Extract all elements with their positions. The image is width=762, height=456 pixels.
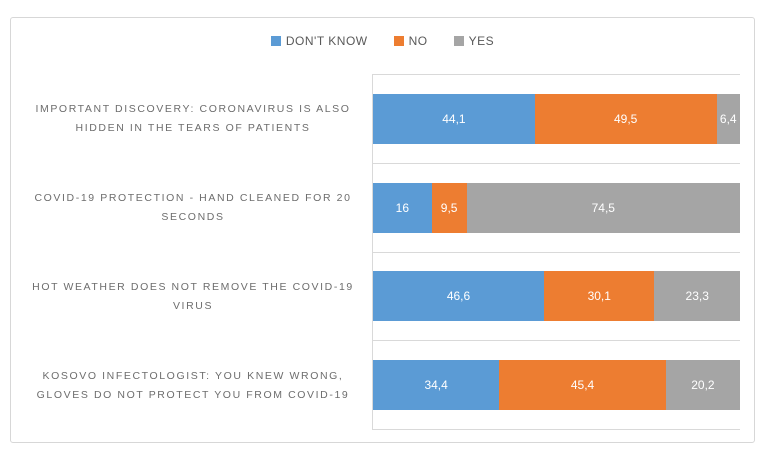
bar-segment[interactable]: 30,1 <box>544 271 655 322</box>
bar-segment[interactable]: 16 <box>373 182 432 233</box>
legend-label: NO <box>408 34 428 48</box>
bar-segment[interactable]: 49,5 <box>534 93 717 144</box>
chart-frame: DON'T KNOW NO YES IMPORTANT DISCOVERY: COR… <box>10 17 755 443</box>
bar-value-label: 44,1 <box>442 111 466 126</box>
category-label: IMPORTANT DISCOVERY: CORONAVIRUS IS ALSO… <box>35 102 351 134</box>
legend-swatch-icon <box>453 36 464 46</box>
bar-value-label: 30,1 <box>587 289 611 304</box>
bar-stack: 46,6 30,1 23,3 <box>373 271 740 322</box>
bar-row: 34,4 45,4 20,2 <box>373 341 740 429</box>
legend-item[interactable]: NO <box>393 34 428 48</box>
bar-value-label: 74,5 <box>591 200 615 215</box>
bar-segment[interactable]: 20,2 <box>665 360 740 411</box>
bar-segment[interactable]: 9,5 <box>431 182 467 233</box>
bar-value-label: 49,5 <box>613 111 638 126</box>
bar-value-label: 23,3 <box>685 289 709 304</box>
bar-row: 46,6 30,1 23,3 <box>373 253 740 342</box>
bar-stack: 44,1 49,5 6,4 <box>373 93 740 144</box>
bar-stack: 34,4 45,4 20,2 <box>373 360 740 411</box>
legend-item[interactable]: YES <box>453 34 495 48</box>
bar-value-label: 45,4 <box>570 378 595 393</box>
bar-value-label: 9,5 <box>440 200 458 215</box>
bar-segment[interactable]: 46,6 <box>373 271 545 322</box>
category-axis-labels: IMPORTANT DISCOVERY: CORONAVIRUS IS ALSO… <box>19 74 367 430</box>
bar-value-label: 6,4 <box>719 111 737 126</box>
legend-item[interactable]: DON'T KNOW <box>270 34 368 48</box>
bar-segment[interactable]: 34,4 <box>373 360 500 411</box>
bar-value-label: 20,2 <box>691 378 715 393</box>
bar-value-label: 46,6 <box>446 289 471 304</box>
bar-stack: 16 9,5 74,5 <box>373 182 740 233</box>
bar-segment[interactable]: 45,4 <box>499 360 666 411</box>
bar-segment[interactable]: 74,5 <box>466 182 740 233</box>
category-label: KOSOVO INFECTOLOGIST: YOU KNEW WRONG, GLO… <box>36 369 350 401</box>
bar-segment[interactable]: 6,4 <box>716 93 740 144</box>
category-label: HOT WEATHER DOES NOT REMOVE THE COVID-19… <box>32 280 354 312</box>
legend-label: YES <box>468 34 495 48</box>
bar-value-label: 34,4 <box>424 378 448 393</box>
legend-label: DON'T KNOW <box>285 34 368 48</box>
bar-row: 44,1 49,5 6,4 <box>373 75 740 164</box>
plot-area: 44,1 49,5 6,4 16 9,5 74,5 46,6 30,1 23,3 34,4 45,4… <box>372 74 740 430</box>
bar-value-label: 16 <box>395 200 410 215</box>
category-label: COVID-19 PROTECTION - HAND CLEANED FOR 2… <box>34 191 352 223</box>
bar-segment[interactable]: 44,1 <box>373 93 535 144</box>
bar-segment[interactable]: 23,3 <box>654 271 740 322</box>
legend-swatch-icon <box>270 36 281 46</box>
bar-row: 16 9,5 74,5 <box>373 164 740 253</box>
legend-swatch-icon <box>393 36 404 46</box>
legend: DON'T KNOW NO YES <box>11 34 754 48</box>
